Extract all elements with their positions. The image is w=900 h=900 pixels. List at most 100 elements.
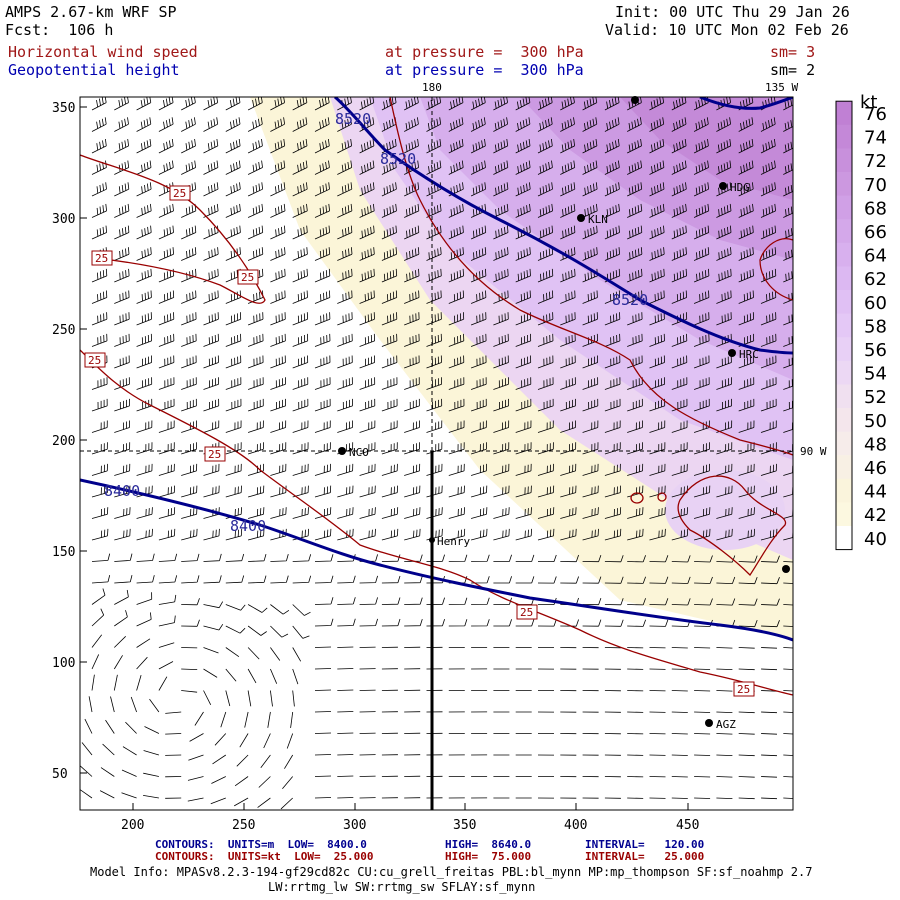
wind-barb (560, 507, 577, 519)
wind-barb (181, 160, 196, 175)
wind-barb (136, 333, 152, 347)
wind-barb (760, 528, 778, 541)
wind-barb (114, 225, 130, 240)
wind-barb (448, 182, 464, 197)
wind-barb (671, 312, 688, 326)
wind-barb (270, 553, 289, 562)
wind-label: 25 (95, 252, 108, 265)
wind-barb (627, 290, 643, 304)
wind-barb (292, 225, 308, 240)
wind-barb (604, 268, 621, 283)
wind-barb (381, 138, 397, 154)
wind-barb (560, 203, 576, 218)
wind-barb (158, 463, 175, 476)
wind-barb (158, 377, 175, 390)
wind-barb (649, 528, 666, 541)
wind-barb (114, 420, 130, 433)
wind-barb (448, 160, 464, 175)
wind-barb (181, 268, 197, 283)
wind-barb (493, 247, 509, 261)
wind-barb (716, 668, 733, 670)
wind-barb (203, 463, 220, 476)
wind-barb (716, 117, 731, 132)
wind-barb (270, 507, 287, 519)
wind-barb (716, 247, 732, 261)
wind-barb (716, 797, 733, 799)
field1-name: Horizontal wind speed (8, 43, 198, 61)
wind-barb (426, 442, 443, 455)
station-top-marker (631, 96, 639, 104)
wind-barb (627, 442, 643, 455)
field2-level: at pressure = 300 hPa (385, 61, 584, 79)
wind-barb (225, 225, 241, 240)
wind-barb (314, 575, 334, 584)
wind-barb (381, 528, 399, 541)
wind-barb (337, 247, 353, 261)
wind-barb (493, 485, 510, 498)
wind-barb (604, 138, 620, 154)
wind-barb (693, 117, 709, 132)
wind-barb (136, 575, 155, 584)
colorbar-label: 44 (864, 482, 887, 503)
station-kln-label: KLN (588, 213, 608, 226)
wind-barb (84, 718, 93, 734)
wind-barb (292, 247, 308, 261)
x-tick-label: 350 (453, 818, 476, 833)
wind-barb (537, 442, 554, 455)
wind-barb (381, 355, 398, 369)
footer-wind-contours: CONTOURS: UNITS=kt LOW= 25.000 (155, 850, 374, 863)
wind-barb (314, 554, 334, 562)
wind-barb (181, 619, 200, 627)
wind-barb (404, 182, 420, 197)
wind-barb (404, 618, 423, 627)
wind-barb (671, 333, 688, 347)
wind-barb (604, 398, 621, 412)
wind-barb (760, 225, 776, 240)
wind-barb (515, 247, 531, 261)
wind-barb (247, 290, 264, 304)
wind-barb (136, 377, 153, 390)
colorbar-label: 72 (864, 151, 887, 172)
wind-barb (292, 647, 302, 662)
wind-barb (627, 398, 643, 412)
wind-barb (471, 619, 490, 627)
wind-barb (560, 485, 577, 498)
wind-barb (247, 333, 264, 347)
wind-barb (671, 485, 688, 498)
wind-barb (114, 398, 130, 412)
wind-barb (359, 225, 375, 240)
wind-barb (314, 138, 330, 154)
colorbar-label: 54 (864, 364, 887, 385)
colorbar-label: 46 (864, 458, 887, 479)
wind-barb (693, 442, 710, 455)
wind-barb (493, 312, 509, 326)
wind-barb (114, 268, 130, 283)
wind-barb (143, 772, 159, 777)
wind-barb (381, 398, 398, 412)
wind-barb (225, 485, 242, 498)
wind-barb (604, 555, 624, 563)
wind-barb (247, 138, 263, 154)
wind-barb (136, 638, 151, 648)
wind-barb (247, 203, 264, 218)
wind-barb (694, 647, 711, 649)
wind-barb (760, 247, 777, 261)
wind-barb (203, 668, 218, 678)
wind-barb (110, 696, 115, 713)
wind-barb (760, 797, 778, 800)
wind-barb (136, 398, 153, 412)
wind-barb (649, 160, 665, 175)
wind-barb (404, 442, 420, 455)
footer-height-high: HIGH= 8640.0 (445, 838, 532, 851)
wind-barb (694, 797, 711, 799)
colorbar-label: 52 (864, 387, 887, 408)
wind-barb (560, 377, 576, 390)
wind-barb (337, 420, 353, 433)
wind-barb (627, 182, 643, 197)
wind-barb (136, 160, 152, 175)
wind-barb (337, 668, 354, 670)
wind-barb (247, 528, 265, 541)
wind-barb (649, 355, 665, 369)
wind-barb (292, 625, 310, 639)
wind-barb (627, 268, 643, 283)
